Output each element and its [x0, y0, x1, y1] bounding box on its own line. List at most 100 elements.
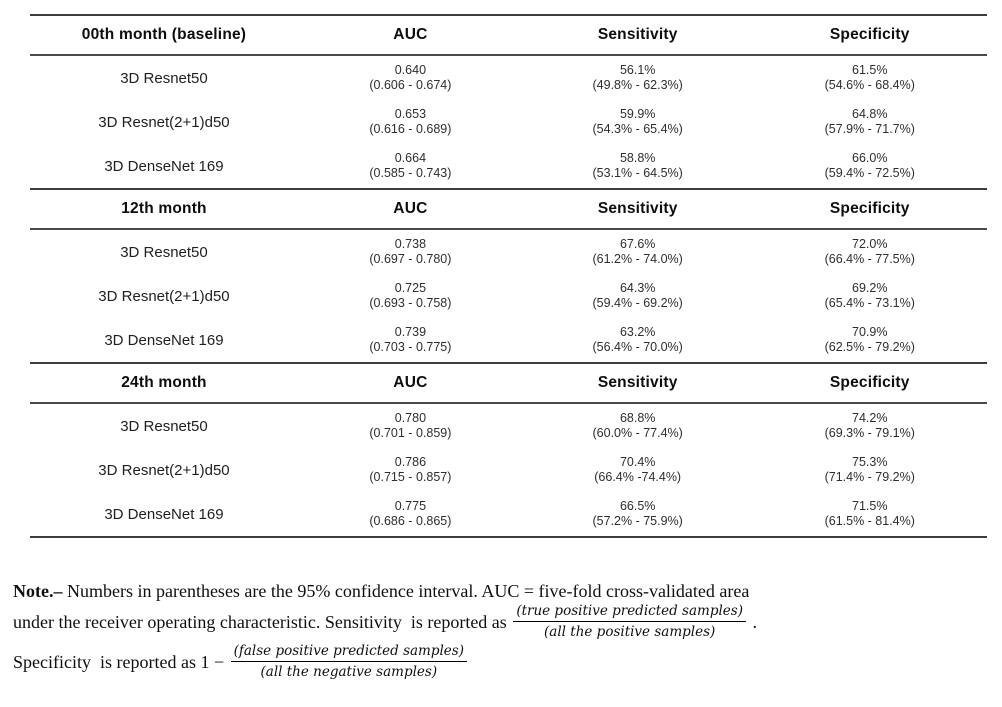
- specificity-cell: 69.2% (65.4% - 73.1%): [753, 281, 987, 311]
- table-row: 3D Resnet50 0.780 (0.701 - 0.859) 68.8% …: [30, 404, 987, 448]
- specificity-value: 70.9%: [852, 325, 888, 339]
- note-line2-text: under the receiver operating characteris…: [13, 611, 507, 632]
- column-header-auc: AUC: [393, 374, 428, 391]
- block-header-row: 00th month (baseline) AUC Sensitivity Sp…: [30, 16, 987, 56]
- table-row: 3D Resnet50 0.738 (0.697 - 0.780) 67.6% …: [30, 230, 987, 274]
- specificity-cell: 64.8% (57.9% - 71.7%): [753, 107, 987, 137]
- note-line3-text: Specificity is reported as 1 −: [13, 651, 225, 672]
- auc-cell: 0.725 (0.693 - 0.758): [298, 281, 523, 311]
- auc-ci: (0.703 - 0.775): [369, 340, 452, 354]
- specificity-fraction: (false positive predicted samples) (all t…: [230, 642, 467, 681]
- sensitivity-ci: (49.8% - 62.3%): [592, 78, 683, 92]
- auc-value: 0.653: [394, 107, 427, 121]
- auc-cell: 0.738 (0.697 - 0.780): [298, 237, 523, 267]
- table-row: 3D DenseNet 169 0.664 (0.585 - 0.743) 58…: [30, 144, 987, 188]
- sensitivity-ci: (66.4% -74.4%): [594, 470, 682, 484]
- model-name: 3D DenseNet 169: [104, 505, 224, 523]
- specificity-cell: 61.5% (54.6% - 68.4%): [753, 63, 987, 93]
- period-header: 00th month (baseline): [81, 26, 247, 43]
- sensitivity-ci: (54.3% - 65.4%): [592, 122, 683, 136]
- sensitivity-ci: (59.4% - 69.2%): [592, 296, 683, 310]
- table-row: 3D Resnet(2+1)d50 0.725 (0.693 - 0.758) …: [30, 274, 987, 318]
- note-label: Note.–: [13, 581, 63, 601]
- table-block-baseline: 00th month (baseline) AUC Sensitivity Sp…: [30, 14, 987, 188]
- auc-ci: (0.715 - 0.857): [369, 470, 452, 484]
- auc-cell: 0.653 (0.616 - 0.689): [298, 107, 523, 137]
- table-row: 3D DenseNet 169 0.775 (0.686 - 0.865) 66…: [30, 492, 987, 536]
- column-header-specificity: Specificity: [829, 200, 910, 217]
- auc-cell: 0.640 (0.606 - 0.674): [298, 63, 523, 93]
- sensitivity-cell: 70.4% (66.4% -74.4%): [523, 455, 753, 485]
- sensitivity-cell: 56.1% (49.8% - 62.3%): [523, 63, 753, 93]
- column-header-specificity: Specificity: [829, 374, 910, 391]
- sensitivity-ci: (61.2% - 74.0%): [592, 252, 683, 266]
- specificity-cell: 75.3% (71.4% - 79.2%): [753, 455, 987, 485]
- sensitivity-fraction-numerator: (true positive predicted samples): [513, 602, 746, 623]
- note-line1-text: Numbers in parentheses are the 95% confi…: [62, 581, 750, 601]
- model-name: 3D Resnet(2+1)d50: [98, 113, 230, 131]
- sensitivity-value: 67.6%: [619, 237, 656, 251]
- table-note: Note.– Numbers in parentheses are the 95…: [13, 578, 985, 683]
- sensitivity-ci: (60.0% - 77.4%): [592, 426, 683, 440]
- specificity-ci: (71.4% - 79.2%): [824, 470, 915, 484]
- auc-ci: (0.686 - 0.865): [369, 514, 452, 528]
- specificity-ci: (65.4% - 73.1%): [824, 296, 915, 310]
- period-header: 12th month: [121, 200, 207, 217]
- specificity-value: 64.8%: [852, 107, 888, 121]
- column-header-specificity: Specificity: [829, 26, 910, 43]
- note-line2-period: .: [752, 611, 757, 632]
- sensitivity-fraction: (true positive predicted samples) (all th…: [513, 602, 746, 641]
- sensitivity-ci: (57.2% - 75.9%): [592, 514, 683, 528]
- column-header-auc: AUC: [393, 26, 428, 43]
- model-name: 3D DenseNet 169: [104, 157, 224, 175]
- model-name: 3D DenseNet 169: [104, 331, 224, 349]
- auc-value: 0.786: [394, 455, 427, 469]
- sensitivity-ci: (56.4% - 70.0%): [592, 340, 683, 354]
- table-row: 3D DenseNet 169 0.739 (0.703 - 0.775) 63…: [30, 318, 987, 362]
- sensitivity-fraction-denominator: (all the positive samples): [544, 624, 716, 641]
- sensitivity-value: 66.5%: [619, 499, 656, 513]
- sensitivity-value: 64.3%: [619, 281, 656, 295]
- results-table: 00th month (baseline) AUC Sensitivity Sp…: [30, 14, 987, 538]
- auc-value: 0.640: [394, 63, 427, 77]
- specificity-ci: (54.6% - 68.4%): [824, 78, 915, 92]
- auc-ci: (0.693 - 0.758): [369, 296, 452, 310]
- model-name: 3D Resnet(2+1)d50: [98, 287, 230, 305]
- model-name: 3D Resnet(2+1)d50: [98, 461, 230, 479]
- column-header-auc: AUC: [393, 200, 428, 217]
- specificity-cell: 66.0% (59.4% - 72.5%): [753, 151, 987, 181]
- auc-cell: 0.780 (0.701 - 0.859): [298, 411, 523, 441]
- sensitivity-value: 56.1%: [619, 63, 656, 77]
- note-line-2: under the receiver operating characteris…: [13, 602, 985, 643]
- auc-cell: 0.739 (0.703 - 0.775): [298, 325, 523, 355]
- specificity-value: 71.5%: [852, 499, 888, 513]
- specificity-value: 69.2%: [852, 281, 888, 295]
- auc-value: 0.780: [394, 411, 427, 425]
- auc-value: 0.725: [394, 281, 427, 295]
- sensitivity-value: 63.2%: [619, 325, 656, 339]
- sensitivity-cell: 63.2% (56.4% - 70.0%): [523, 325, 753, 355]
- table-row: 3D Resnet(2+1)d50 0.786 (0.715 - 0.857) …: [30, 448, 987, 492]
- auc-ci: (0.585 - 0.743): [369, 166, 452, 180]
- note-line-3: Specificity is reported as 1 − (false po…: [13, 642, 985, 683]
- block-header-row: 24th month AUC Sensitivity Specificity: [30, 364, 987, 404]
- specificity-fraction-denominator: (all the negative samples): [260, 663, 438, 680]
- specificity-ci: (62.5% - 79.2%): [824, 340, 915, 354]
- specificity-ci: (57.9% - 71.7%): [824, 122, 915, 136]
- specificity-ci: (61.5% - 81.4%): [824, 514, 915, 528]
- specificity-value: 74.2%: [852, 411, 888, 425]
- auc-ci: (0.616 - 0.689): [369, 122, 452, 136]
- specificity-ci: (66.4% - 77.5%): [824, 252, 915, 266]
- note-line-1: Note.– Numbers in parentheses are the 95…: [13, 578, 985, 604]
- sensitivity-value: 68.8%: [619, 411, 656, 425]
- sensitivity-cell: 64.3% (59.4% - 69.2%): [523, 281, 753, 311]
- auc-ci: (0.701 - 0.859): [369, 426, 452, 440]
- sensitivity-cell: 67.6% (61.2% - 74.0%): [523, 237, 753, 267]
- sensitivity-value: 58.8%: [619, 151, 656, 165]
- auc-cell: 0.664 (0.585 - 0.743): [298, 151, 523, 181]
- sensitivity-cell: 59.9% (54.3% - 65.4%): [523, 107, 753, 137]
- table-block-12th-month: 12th month AUC Sensitivity Specificity 3…: [30, 188, 987, 362]
- auc-value: 0.739: [394, 325, 427, 339]
- auc-value: 0.664: [394, 151, 427, 165]
- specificity-cell: 70.9% (62.5% - 79.2%): [753, 325, 987, 355]
